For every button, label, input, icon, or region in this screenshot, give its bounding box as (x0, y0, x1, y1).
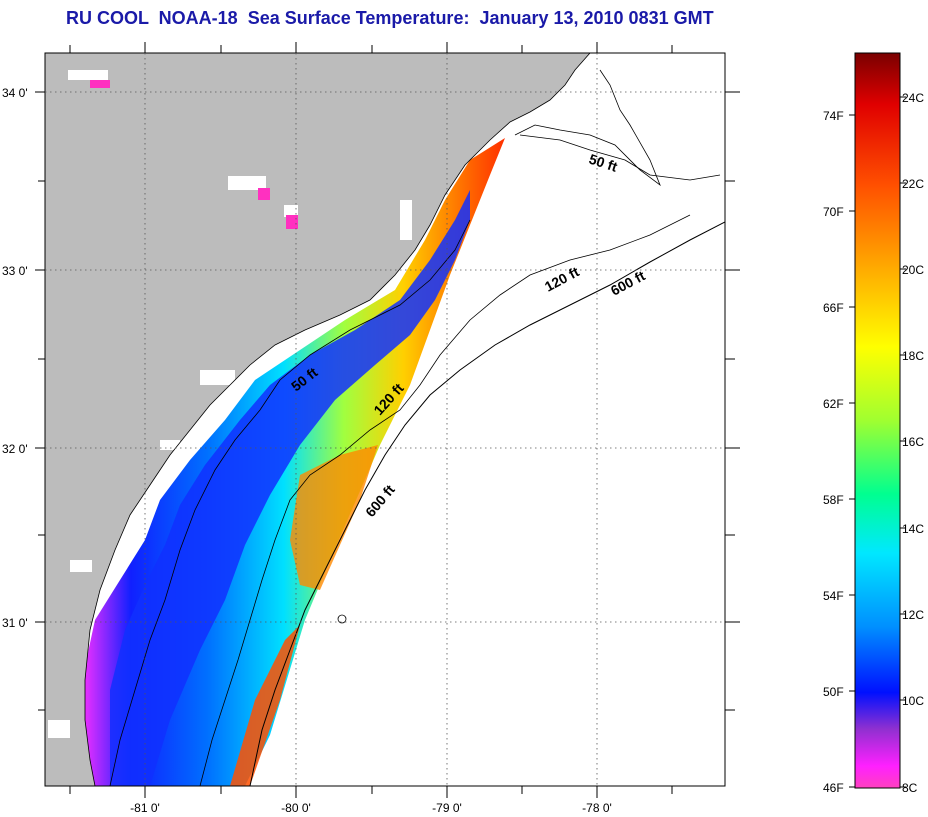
seamount-contour (337, 614, 347, 624)
colorbar-f-54: 54F (823, 589, 844, 603)
colorbar-c-16: 16C (902, 435, 924, 449)
sst-warm-core (290, 445, 378, 590)
coastline (84, 53, 591, 786)
graticule (45, 53, 725, 786)
colorbar-ticks (849, 96, 906, 788)
colorbar-f-70: 70F (823, 205, 844, 219)
colorbar-f-66: 66F (823, 301, 844, 315)
colorbar-c-12: 12C (902, 608, 924, 622)
colorbar-c-18: 18C (902, 349, 924, 363)
sst-warm-south (230, 625, 300, 786)
cloud-edge-magenta (90, 80, 298, 229)
lon-label-79: -79 0' (432, 801, 462, 815)
lon-label-80: -80 0' (281, 801, 311, 815)
contour-50ft (109, 134, 721, 786)
colorbar-f-74: 74F (823, 109, 844, 123)
colorbar-c-20: 20C (902, 263, 924, 277)
contour-600ft (249, 221, 725, 786)
lon-label-81: -81 0' (130, 801, 160, 815)
colorbar-c-22: 22C (902, 177, 924, 191)
colorbar-f-58: 58F (823, 493, 844, 507)
colorbar-c-14: 14C (902, 522, 924, 536)
colorbar-f-50: 50F (823, 685, 844, 699)
colorbar-f-62: 62F (823, 397, 844, 411)
lat-label-31: 31 0' (2, 616, 28, 630)
colorbar-c-10: 10C (902, 694, 924, 708)
axis-ticks (35, 42, 740, 798)
map-title: RU COOL NOAA-18 Sea Surface Temperature:… (66, 8, 714, 28)
colorbar-f-46: 46F (823, 781, 844, 795)
nc-coast (514, 69, 661, 187)
lat-label-33: 33 0' (2, 264, 28, 278)
land-mass (45, 53, 590, 786)
contour-120ft (199, 214, 691, 786)
colorbar-c-8: 8C (902, 781, 918, 795)
lon-label-78: -78 0' (582, 801, 612, 815)
map-frame (44, 52, 726, 787)
sst-cold-band (110, 190, 470, 786)
cloud-mask-spots (48, 70, 412, 738)
lat-label-34: 34 0' (2, 86, 28, 100)
colorbar (854, 52, 901, 789)
lat-label-32: 32 0' (2, 442, 28, 456)
colorbar-c-24: 24C (902, 91, 924, 105)
